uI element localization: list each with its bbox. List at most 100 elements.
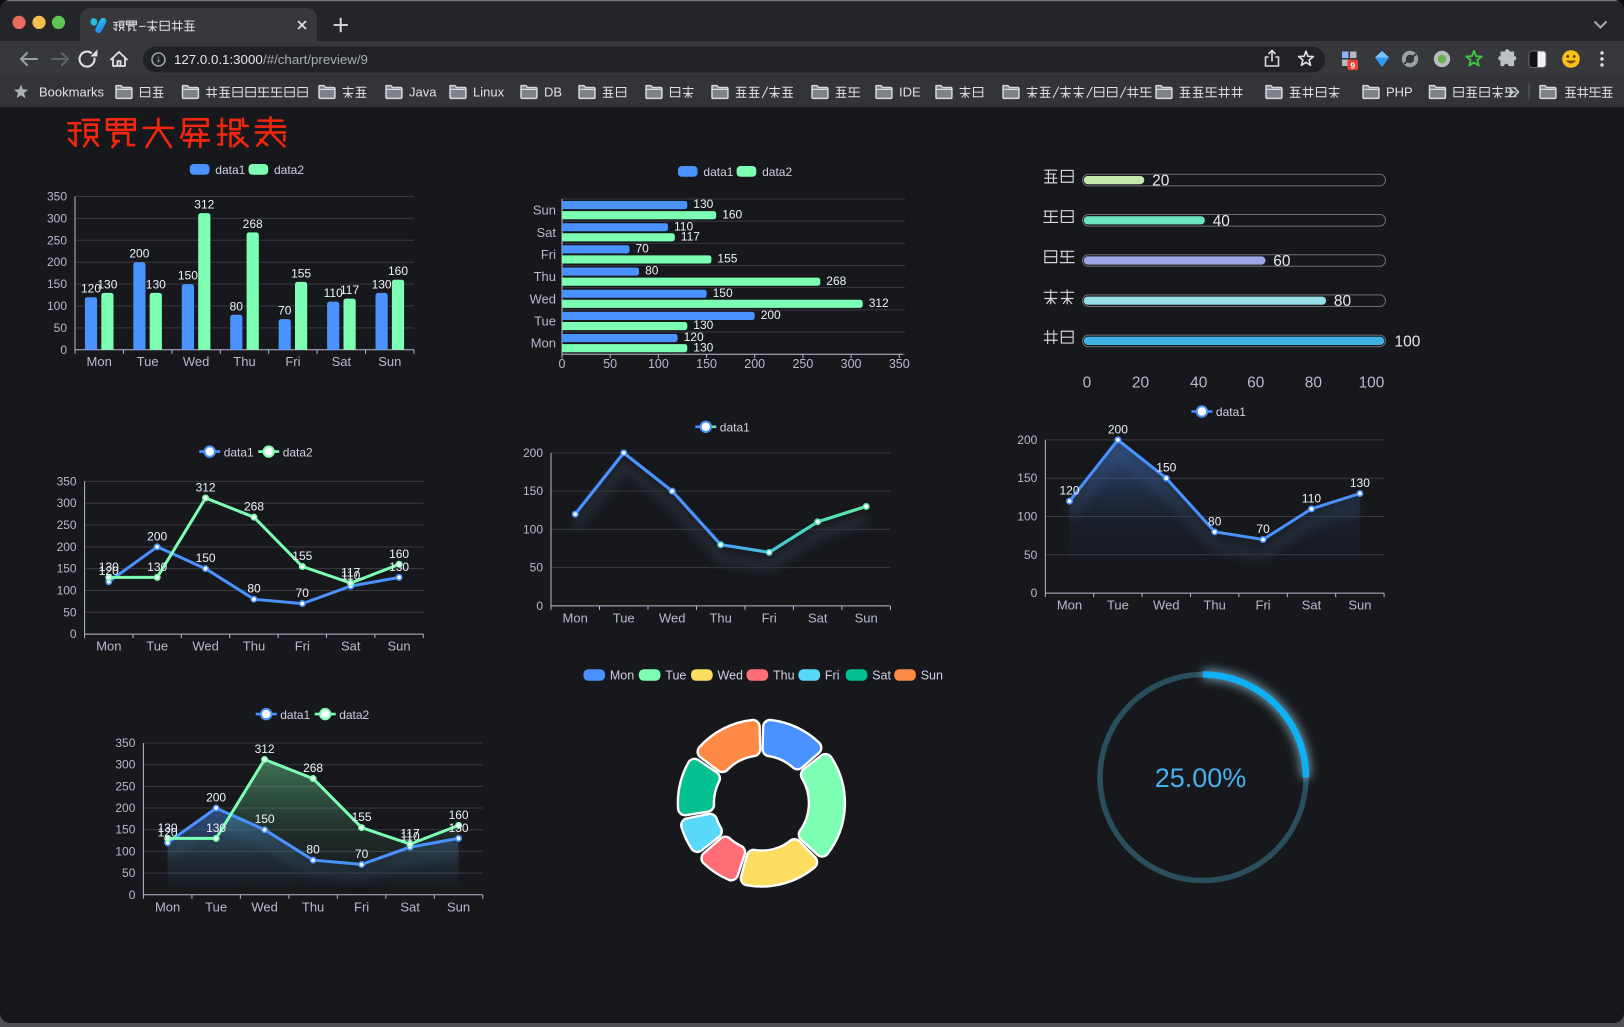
svg-text:Sat: Sat xyxy=(341,639,361,654)
svg-text:50: 50 xyxy=(54,321,68,335)
svg-text:Sat: Sat xyxy=(808,611,828,626)
svg-text:300: 300 xyxy=(57,496,77,510)
svg-text:Sat: Sat xyxy=(872,669,891,683)
svg-text:110: 110 xyxy=(401,830,420,844)
svg-text:130: 130 xyxy=(147,560,167,574)
svg-text:80: 80 xyxy=(1208,514,1222,528)
svg-text:155: 155 xyxy=(717,252,737,266)
svg-text:data1: data1 xyxy=(280,708,310,722)
svg-text:Wed: Wed xyxy=(1153,598,1180,613)
svg-text:Wed: Wed xyxy=(192,639,219,654)
svg-text:data2: data2 xyxy=(762,165,792,179)
svg-text:100: 100 xyxy=(115,844,135,858)
svg-text:Tue: Tue xyxy=(137,354,159,369)
svg-text:160: 160 xyxy=(449,808,469,822)
svg-text:Thu: Thu xyxy=(302,900,324,915)
svg-text:160: 160 xyxy=(388,264,408,278)
svg-text:Thu: Thu xyxy=(243,639,265,654)
svg-text:100: 100 xyxy=(1359,375,1385,392)
svg-text:Sat: Sat xyxy=(400,900,420,915)
svg-text:100: 100 xyxy=(523,522,543,536)
svg-text:150: 150 xyxy=(196,551,216,565)
svg-text:268: 268 xyxy=(243,217,263,231)
svg-text:80: 80 xyxy=(247,582,261,596)
svg-text:Mon: Mon xyxy=(96,639,121,654)
svg-text:data1: data1 xyxy=(1216,405,1246,419)
svg-text:130: 130 xyxy=(1350,476,1370,490)
svg-text:160: 160 xyxy=(389,547,409,561)
svg-text:Tue: Tue xyxy=(205,900,227,915)
svg-text:200: 200 xyxy=(744,357,765,371)
svg-text:Sun: Sun xyxy=(855,611,878,626)
svg-text:data1: data1 xyxy=(224,445,254,459)
svg-text:155: 155 xyxy=(291,266,311,280)
svg-text:Mon: Mon xyxy=(1057,598,1082,613)
svg-text:80: 80 xyxy=(306,843,320,857)
svg-text:110: 110 xyxy=(674,219,693,233)
svg-text:155: 155 xyxy=(352,810,372,824)
svg-text:Sat: Sat xyxy=(1302,598,1322,613)
svg-text:100: 100 xyxy=(648,357,669,371)
svg-text:Tue: Tue xyxy=(146,639,168,654)
svg-text:130: 130 xyxy=(693,197,713,211)
svg-text:300: 300 xyxy=(47,211,67,225)
svg-text:Mon: Mon xyxy=(531,336,556,351)
svg-text:Fri: Fri xyxy=(354,900,369,915)
svg-text:50: 50 xyxy=(122,866,136,880)
svg-text:Fri: Fri xyxy=(825,669,840,683)
svg-text:350: 350 xyxy=(889,357,910,371)
svg-text:data1: data1 xyxy=(215,163,245,177)
svg-text:312: 312 xyxy=(869,296,889,310)
svg-text:200: 200 xyxy=(147,529,167,543)
svg-text:Tue: Tue xyxy=(613,611,635,626)
svg-text:117: 117 xyxy=(340,283,359,297)
svg-text:110: 110 xyxy=(341,569,360,583)
svg-text:Tue: Tue xyxy=(1107,598,1129,613)
svg-text:150: 150 xyxy=(696,357,717,371)
svg-text:312: 312 xyxy=(255,742,275,756)
svg-text:0: 0 xyxy=(536,599,543,613)
svg-text:160: 160 xyxy=(722,207,742,221)
svg-text:Thu: Thu xyxy=(709,611,731,626)
svg-text:200: 200 xyxy=(47,255,67,269)
svg-text:268: 268 xyxy=(303,761,323,775)
svg-text:350: 350 xyxy=(115,736,135,750)
svg-text:80: 80 xyxy=(1334,293,1352,310)
svg-text:80: 80 xyxy=(230,299,244,313)
svg-text:300: 300 xyxy=(841,357,862,371)
svg-text:150: 150 xyxy=(255,812,275,826)
svg-text:70: 70 xyxy=(355,847,369,861)
svg-text:130: 130 xyxy=(693,340,713,354)
svg-text:200: 200 xyxy=(1017,433,1037,447)
svg-text:268: 268 xyxy=(244,500,264,514)
svg-text:100: 100 xyxy=(1017,510,1037,524)
svg-text:100: 100 xyxy=(57,584,77,598)
svg-text:25.00%: 25.00% xyxy=(1155,763,1247,793)
svg-text:Sun: Sun xyxy=(388,639,411,654)
svg-text:120: 120 xyxy=(158,825,178,839)
svg-text:130: 130 xyxy=(97,277,117,291)
svg-text:150: 150 xyxy=(523,484,543,498)
svg-text:data1: data1 xyxy=(703,165,733,179)
svg-text:200: 200 xyxy=(115,801,135,815)
svg-text:DB: DB xyxy=(544,85,562,100)
svg-text:150: 150 xyxy=(57,562,77,576)
svg-text:312: 312 xyxy=(196,481,216,495)
svg-text:Wed: Wed xyxy=(251,900,278,915)
svg-text:70: 70 xyxy=(296,586,310,600)
svg-text:50: 50 xyxy=(63,605,77,619)
svg-text:70: 70 xyxy=(278,304,292,318)
svg-text:Sun: Sun xyxy=(1348,598,1371,613)
svg-text:200: 200 xyxy=(206,791,226,805)
svg-text:130: 130 xyxy=(206,821,226,835)
svg-text:/#/chart/preview/9: /#/chart/preview/9 xyxy=(263,52,368,67)
svg-text:350: 350 xyxy=(47,190,67,204)
svg-text:Fri: Fri xyxy=(541,247,556,262)
svg-text:80: 80 xyxy=(1305,375,1323,392)
svg-text:Tue: Tue xyxy=(534,313,556,328)
svg-text:0: 0 xyxy=(559,357,566,371)
svg-text:data2: data2 xyxy=(283,445,313,459)
svg-text:50: 50 xyxy=(530,561,544,575)
svg-text:Fri: Fri xyxy=(762,611,777,626)
svg-text:100: 100 xyxy=(1395,333,1421,350)
